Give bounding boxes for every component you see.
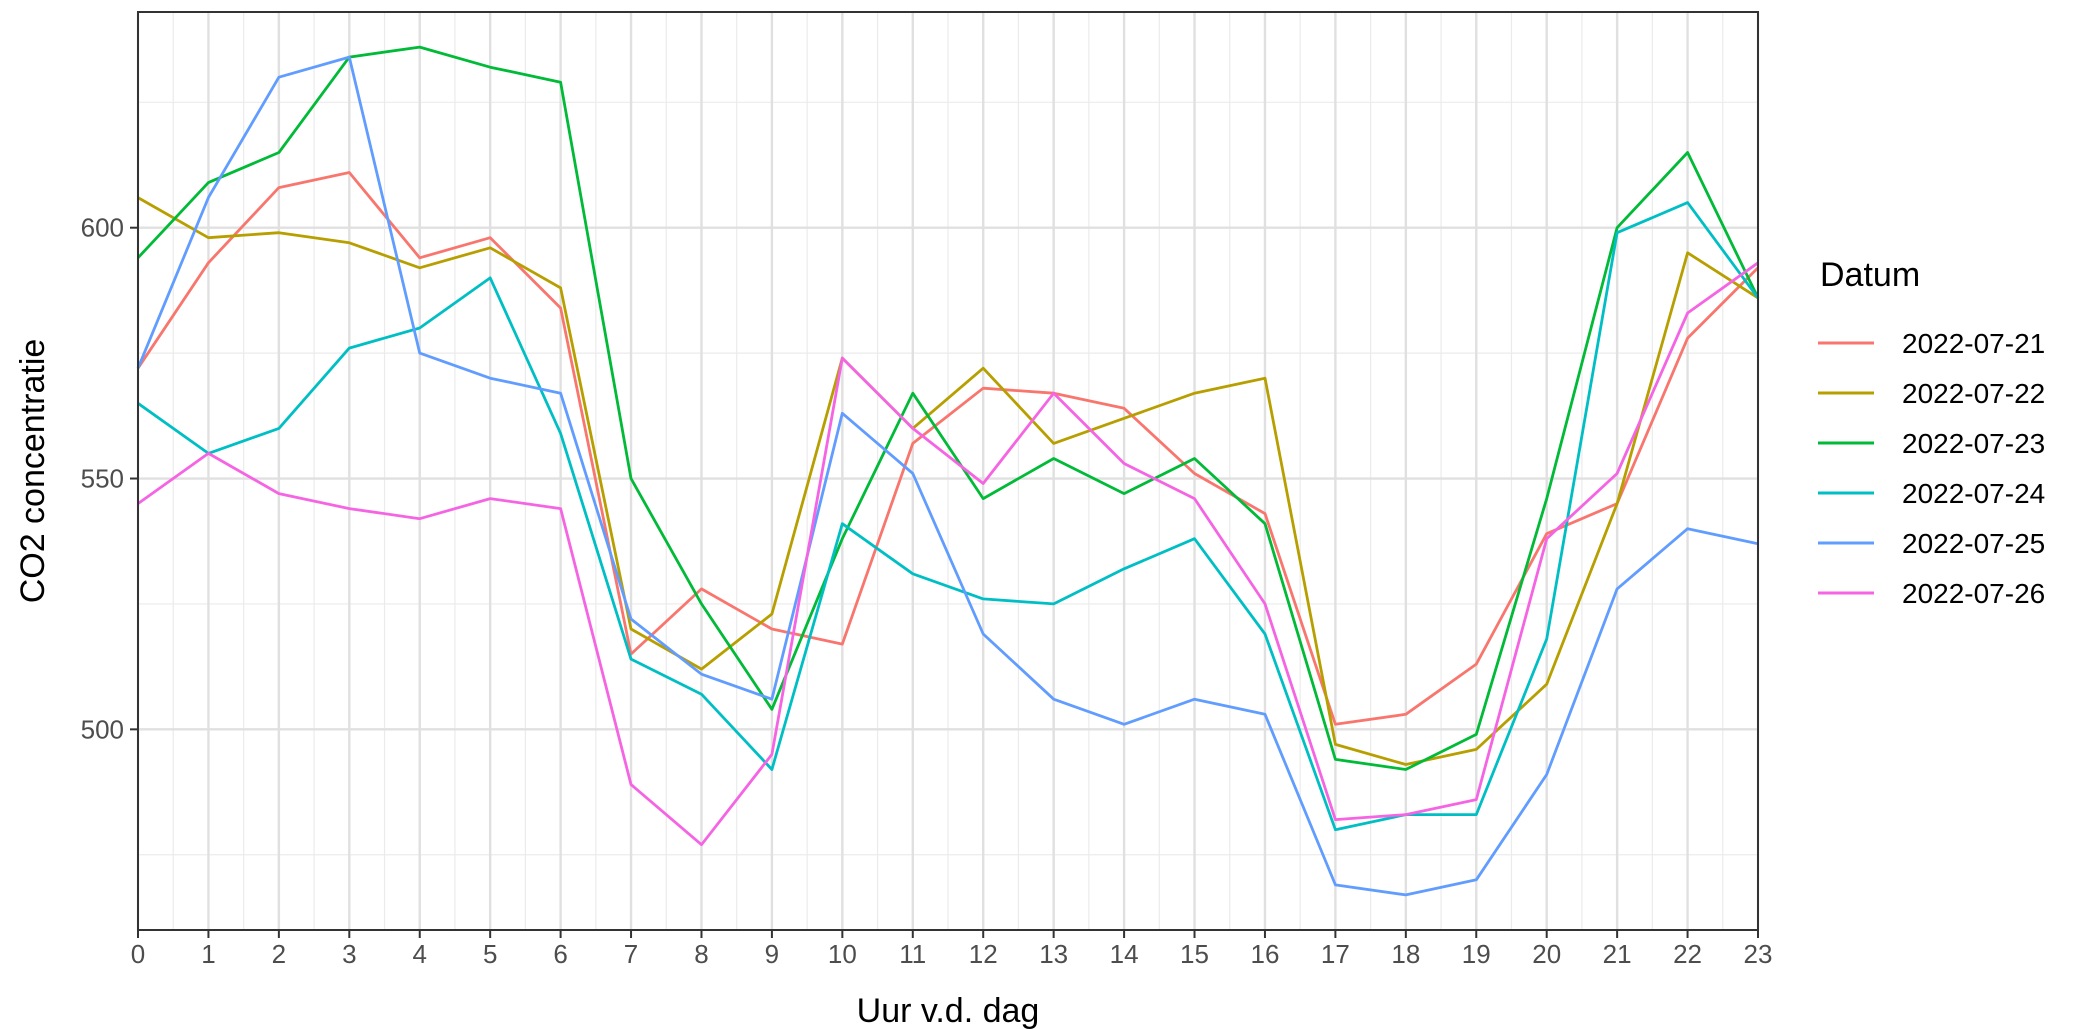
x-tick-label: 22 — [1673, 939, 1702, 969]
legend-label-2022-07-22: 2022-07-22 — [1902, 378, 2045, 409]
legend-label-2022-07-23: 2022-07-23 — [1902, 428, 2045, 459]
x-tick-label: 21 — [1603, 939, 1632, 969]
x-axis-title: Uur v.d. dag — [857, 992, 1040, 1029]
x-tick-label: 7 — [624, 939, 638, 969]
series-lines — [136, 45, 1760, 897]
x-tick-label: 9 — [765, 939, 779, 969]
series-line-2022-07-23 — [136, 45, 1760, 771]
x-tick-label: 2 — [272, 939, 286, 969]
x-axis: 0 1 2 3 4 5 6 7 8 9 10 11 12 13 14 15 16 17 18 19 20 21 22 23 — [131, 930, 1773, 969]
x-tick-label: 4 — [413, 939, 427, 969]
legend-label-2022-07-21: 2022-07-21 — [1902, 328, 2045, 359]
x-tick-label: 11 — [899, 939, 926, 969]
y-tick-label: 500 — [81, 714, 124, 744]
x-tick-label: 18 — [1391, 939, 1420, 969]
series-line-2022-07-26 — [137, 261, 1759, 847]
x-tick-label: 10 — [828, 939, 857, 969]
x-tick-label: 0 — [131, 939, 145, 969]
y-tick-label: 600 — [81, 213, 124, 243]
y-axis-title: CO2 concentratie — [14, 339, 52, 604]
x-tick-label: 17 — [1321, 939, 1350, 969]
x-tick-label: 13 — [1039, 939, 1068, 969]
x-tick-label: 3 — [342, 939, 356, 969]
series-line-2022-07-22 — [137, 196, 1759, 766]
x-tick-label: 8 — [694, 939, 708, 969]
series-line-2022-07-25 — [136, 55, 1759, 897]
x-tick-label: 16 — [1250, 939, 1279, 969]
legend-label-2022-07-25: 2022-07-25 — [1902, 528, 2045, 559]
series-line-2022-07-24 — [137, 201, 1760, 832]
x-tick-label: 19 — [1462, 939, 1491, 969]
x-tick-label: 5 — [483, 939, 497, 969]
x-tick-label: 23 — [1744, 939, 1773, 969]
x-tick-label: 1 — [201, 939, 215, 969]
legend-title: Datum — [1820, 256, 1920, 294]
legend-label-2022-07-24: 2022-07-24 — [1902, 478, 2045, 509]
y-axis: 500 550 600 — [81, 213, 138, 744]
x-tick-label: 12 — [969, 939, 998, 969]
x-tick-label: 6 — [553, 939, 567, 969]
x-tick-label: 15 — [1180, 939, 1209, 969]
x-tick-label: 14 — [1110, 939, 1139, 969]
panel-border — [137, 11, 1759, 931]
panel-grid — [136, 12, 1760, 930]
series-line-2022-07-21 — [136, 171, 1759, 726]
legend-label-2022-07-26: 2022-07-26 — [1902, 578, 2045, 609]
y-tick-label: 550 — [81, 464, 124, 494]
x-tick-label: 20 — [1532, 939, 1561, 969]
legend: Datum 2022-07-21 2022-07-22 2022-07-23 2022… — [1818, 256, 2045, 609]
